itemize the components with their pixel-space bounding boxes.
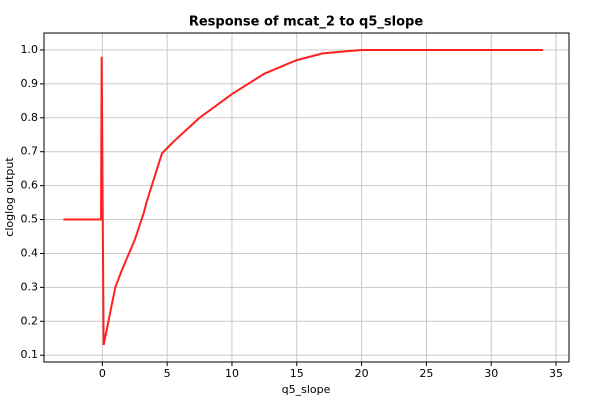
x-tick-label: 10 xyxy=(225,367,239,380)
y-tick-label: 0.9 xyxy=(21,77,39,90)
y-tick-label: 0.2 xyxy=(21,314,39,327)
x-tick-label: 35 xyxy=(549,367,563,380)
x-tick-label: 30 xyxy=(484,367,498,380)
plot-frame xyxy=(43,32,570,363)
plot-area xyxy=(43,32,570,363)
y-tick-label: 0.3 xyxy=(21,280,39,293)
x-tick-label: 5 xyxy=(164,367,171,380)
y-tick-label: 0.8 xyxy=(21,111,39,124)
x-tick-label: 20 xyxy=(355,367,369,380)
y-tick-label: 0.1 xyxy=(21,348,39,361)
y-tick-label: 0.7 xyxy=(21,145,39,158)
x-tick-label: 0 xyxy=(99,367,106,380)
chart-title: Response of mcat_2 to q5_slope xyxy=(189,15,424,30)
x-tick-label: 15 xyxy=(290,367,304,380)
data-line xyxy=(63,48,544,346)
y-tick-label: 0.5 xyxy=(21,213,39,226)
x-tick-label: 25 xyxy=(419,367,433,380)
y-tick-label: 0.6 xyxy=(21,179,39,192)
y-axis-label: cloglog output xyxy=(3,157,16,237)
y-tick-label: 0.4 xyxy=(21,246,39,259)
x-axis-label: q5_slope xyxy=(282,383,331,396)
y-tick-label: 1.0 xyxy=(21,43,39,56)
